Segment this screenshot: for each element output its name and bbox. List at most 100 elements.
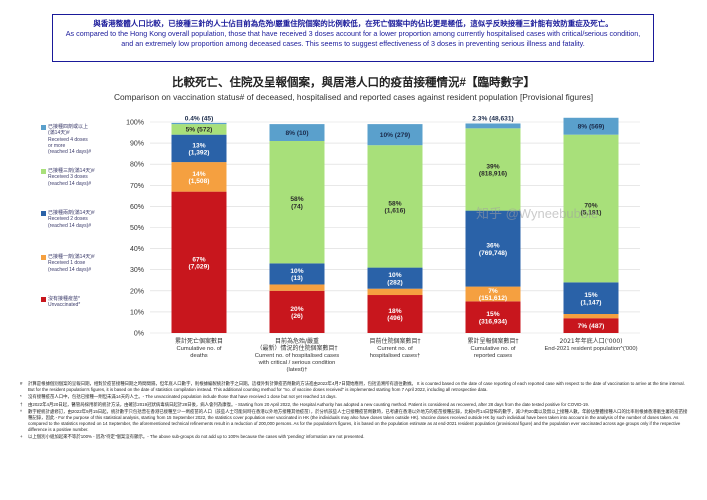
chart-subtitle: Comparison on vaccination status# of dec… <box>113 92 594 102</box>
footnote: * 沒有接種疫苗人口中，包括已接種一劑但未滿14天的人士。- The unvacc… <box>20 394 690 400</box>
footnote: + 以上個別小組加起來不等於100% - 因為"待定"個案沒有顯示。- The a… <box>20 434 690 440</box>
legend-item-3-doses: 已接種三劑(滿14天)# Received 3 doses (reached 1… <box>41 168 95 187</box>
x-category-label-zh: 2021年年底人口('000) <box>559 337 622 345</box>
notice-en: As compared to the Hong Kong overall pop… <box>65 29 641 48</box>
bar-segment <box>465 286 521 302</box>
legend-item-1-dose: 已接種一劑(滿14天)# Received 1 dose (reached 14… <box>41 254 95 273</box>
data-label: 10% (13) <box>290 268 303 282</box>
stacked-bar-chart: 0% 10% 20% 30% 40% 50% 60% 70% 80% 90% 100% 67% (7,0… <box>126 115 640 373</box>
data-label: 18% (496) <box>387 308 402 322</box>
legend-swatch-4-doses <box>41 125 46 130</box>
legend-swatch-2-doses <box>41 211 46 216</box>
footnote-text: 以上個別小組加起來不等於100% - 因為"待定"個案沒有顯示。- The ab… <box>28 434 365 440</box>
data-label: 8% (569) <box>578 123 605 130</box>
legend-text-unvaccinated: 沒有接種疫苗* Unvaccinated* <box>48 296 81 309</box>
bar-segment <box>171 134 227 163</box>
data-label: 0.4% (45) <box>185 115 214 122</box>
bar-segment <box>563 282 619 315</box>
data-label: 7% (487) <box>578 323 605 330</box>
bar-segment <box>367 288 423 296</box>
data-label: 36% (769,748) <box>479 243 507 257</box>
bar-segment <box>563 134 619 283</box>
legend-swatch-unvaccinated <box>41 297 46 302</box>
data-label: 13% (1,392) <box>189 142 210 156</box>
footnote-mark: † <box>20 401 23 407</box>
notice-box: 與香港整體人口比較，已接種三針的人士佔目前為危殆/嚴重住院個案的比例較低，在死亡… <box>52 14 654 62</box>
bar-segment <box>367 295 423 333</box>
data-label: 8% (10) <box>285 130 308 137</box>
y-tick-label: 20% <box>130 288 144 295</box>
bar-segment <box>563 314 619 319</box>
data-label: 58% (74) <box>290 196 303 210</box>
data-label: 14% (1,508) <box>189 171 210 185</box>
legend-item-unvaccinated: 沒有接種疫苗* Unvaccinated* <box>41 296 80 309</box>
bar-segment <box>563 318 619 333</box>
chart-title: 比較死亡、住院及呈報個案，與居港人口的疫苗接種情況#【臨時數字】 <box>172 77 535 89</box>
y-tick-label: 60% <box>130 204 144 211</box>
bar-segment <box>171 162 227 192</box>
data-label: 20% (26) <box>290 306 303 320</box>
data-label: 5% (572) <box>186 127 213 134</box>
x-category-label-en: End-2021 resident population^('000) <box>544 346 637 352</box>
notice-zh: 與香港整體人口比較，已接種三針的人士佔目前為危殆/嚴重住院個案的比例較低，在死亡… <box>93 19 613 28</box>
bar-segment <box>269 263 325 285</box>
footnote: ^ 數字經統計處修訂，由2022年9月15日起，統計數字只包括曾在香港已接種至少一… <box>20 409 690 433</box>
footnote-text: 計算是根據個別個案的呈報日期，相對於疫苗接種日期之時間間隔，但年底人口數字，則根… <box>28 381 685 392</box>
data-label: 15% (316,934) <box>479 311 507 325</box>
footnote-text: 由2022年4月20日起，醫管局採用新的統計方法，由確診2019冠狀病毒病日起計… <box>28 401 590 407</box>
bar-segment <box>367 124 423 146</box>
footnote-text: 沒有接種疫苗人口中，包括已接種一劑但未滿14天的人士。- The unvacci… <box>28 394 337 400</box>
bar-segment <box>465 128 521 211</box>
y-tick-label: 90% <box>130 141 144 148</box>
y-tick-label: 10% <box>130 309 144 316</box>
x-category-label-zh: 累計死亡個案數目 <box>175 337 223 345</box>
x-category-label-en: Current no. of hospitalised cases† <box>370 346 421 359</box>
y-tick-label: 100% <box>126 120 144 127</box>
bar-segment <box>563 117 619 135</box>
bar-segment <box>171 122 227 125</box>
data-label: 15% (1,147) <box>581 292 602 306</box>
bar-segment <box>367 145 423 268</box>
data-label: 10% (279) <box>380 132 410 139</box>
x-category-label-en: Cumulative no. of reported cases <box>470 346 515 359</box>
legend-text-2-doses: 已接種兩劑(滿14天)# Received 2 doses (reached 1… <box>48 210 95 229</box>
bar-segment <box>465 210 521 287</box>
x-category-label-zh: 目前為危殆/嚴重（最新）情況的住院個案數目† <box>256 337 337 352</box>
y-tick-label: 30% <box>130 267 144 274</box>
data-label: 67% (7,029) <box>189 256 210 270</box>
x-category-label-en: Current no. of hospitalised cases with cr… <box>255 353 340 373</box>
data-label: 7% (151,612) <box>479 288 507 302</box>
bar-segment <box>269 140 325 264</box>
bar-segment <box>465 301 521 333</box>
y-tick-label: 80% <box>130 162 144 169</box>
data-label: 10% (282) <box>387 272 402 286</box>
legend-text-1-dose: 已接種一劑(滿14天)# Received 1 dose (reached 14… <box>48 254 95 273</box>
bar-segment <box>171 124 227 135</box>
x-category-label-en: Cumulative no. of deaths <box>176 346 221 359</box>
footnote-mark: + <box>20 434 23 440</box>
footnote-mark: ^ <box>20 408 23 414</box>
bar-segment <box>269 124 325 141</box>
watermark: 知乎 @Wyneebubble <box>476 206 599 221</box>
bar-segment <box>269 284 325 291</box>
legend-text-4-doses: 已接種四劑或以上 (滿14天)# Received 4 doses or mor… <box>48 124 92 156</box>
y-tick-label: 0% <box>134 331 144 338</box>
x-category-label-zh: 累計呈報個案數目† <box>467 337 518 345</box>
y-tick-label: 40% <box>130 246 144 253</box>
bar-segment <box>171 191 227 333</box>
legend-item-4-doses: 已接種四劑或以上 (滿14天)# Received 4 doses or mor… <box>41 124 91 155</box>
footnotes: # 計算是根據個別個案的呈報日期，相對於疫苗接種日期之時間間隔，但年底人口數字，則… <box>20 381 690 441</box>
data-label: 70% (5,181) <box>581 203 602 217</box>
bar-segment <box>269 290 325 333</box>
data-label: 2.3% (48,631) <box>472 115 513 122</box>
data-label: 58% (1,616) <box>385 200 406 214</box>
footnote: # 計算是根據個別個案的呈報日期，相對於疫苗接種日期之時間間隔，但年底人口數字，則… <box>20 381 690 393</box>
data-label: 39% (818,916) <box>479 163 507 177</box>
legend-text-3-doses: 已接種三劑(滿14天)# Received 3 doses (reached 1… <box>48 168 95 187</box>
legend-item-2-doses: 已接種兩劑(滿14天)# Received 2 doses (reached 1… <box>41 210 95 229</box>
x-category-label-zh: 目前住院個案數目† <box>369 337 420 345</box>
y-tick-label: 50% <box>130 225 144 232</box>
footnote: † 由2022年4月20日起，醫管局採用新的統計方法，由確診2019冠狀病毒病日起… <box>20 402 690 408</box>
footnote-text: 數字經統計處修訂，由2022年9月15日起，統計數字只包括曾在香港已接種至少一劑… <box>28 408 688 432</box>
legend-swatch-3-doses <box>41 169 46 174</box>
